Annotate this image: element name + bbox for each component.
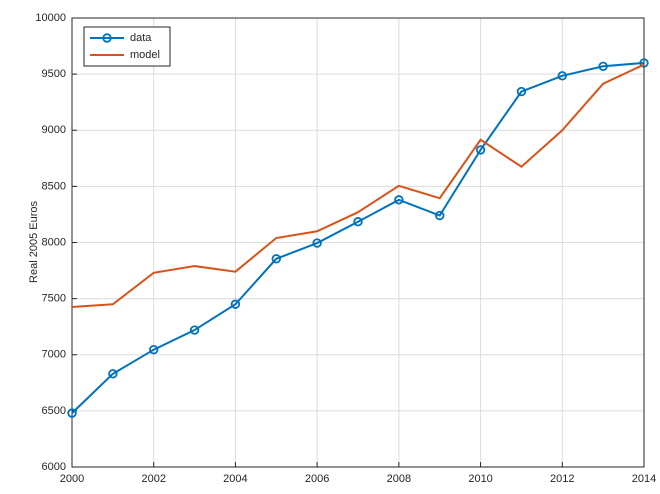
x-tick-label: 2010 [468,473,492,485]
x-tick-label: 2000 [60,473,84,485]
point-marker [557,71,567,81]
legend-marker [102,33,112,43]
point-marker [394,195,404,205]
point-marker [108,369,118,379]
x-tick-label: 2004 [223,473,247,485]
legend: data model [83,26,171,67]
point-marker [353,217,363,227]
legend-label: model [130,49,160,61]
point-marker [67,408,77,418]
x-tick-label: 2002 [141,473,165,485]
point-marker [435,210,445,221]
y-tick-label: 7500 [42,293,66,305]
point-marker [230,299,241,309]
point-marker [598,61,608,71]
y-tick-label: 8500 [42,180,66,192]
y-tick-label: 6500 [42,405,66,417]
plot-frame [71,17,645,468]
y-tick-label: 9500 [42,68,66,80]
point-marker [149,344,159,355]
point-marker [516,86,527,97]
y-tick-label: 10000 [35,12,66,24]
x-tick-label: 2006 [305,473,329,485]
x-tick-label: 2012 [550,473,574,485]
point-marker [639,58,649,68]
point-marker [189,325,200,335]
y-tick-label: 9000 [42,124,66,136]
x-tick-label: 2008 [387,473,411,485]
legend-label: data [130,32,152,44]
x-tick-label: 2014 [632,473,656,485]
point-marker [312,238,322,248]
point-marker [271,254,281,264]
y-tick-label: 6000 [42,461,66,473]
point-marker [475,145,486,155]
y-tick-label: 7000 [42,349,66,361]
y-axis-label: Real 2005 Euros [28,201,40,283]
series-line [71,63,645,309]
legend-box [83,26,171,67]
series-line [71,61,645,414]
y-tick-label: 8000 [42,236,66,248]
